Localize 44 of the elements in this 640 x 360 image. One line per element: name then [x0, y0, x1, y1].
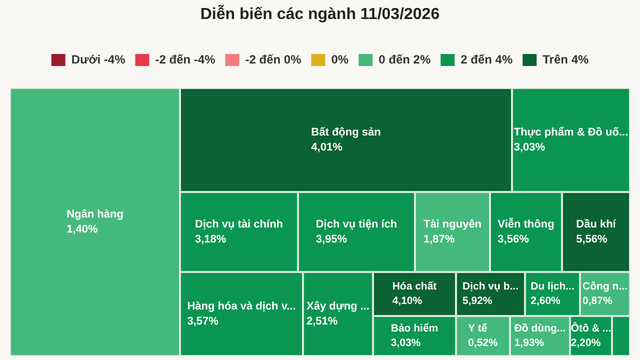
data-label: 0,87%	[582, 295, 613, 308]
category-label: Dịch vụ tài chính	[194, 218, 284, 231]
category-label: Bất động sản	[311, 126, 382, 139]
data-label: 1,87%	[423, 234, 455, 246]
category-label: Dầu khí	[576, 218, 617, 231]
category-label: Dịch vụ tiện ích	[316, 218, 398, 231]
legend-label: 2 đến 4%	[460, 52, 513, 66]
data-label: 2,51%	[306, 316, 338, 328]
data-label: 3,57%	[187, 316, 219, 328]
data-label: 5,56%	[576, 234, 608, 246]
data-label: 3,18%	[194, 234, 226, 246]
category-label: Thực phẩm & Đồ uố...	[514, 126, 628, 139]
data-label: 3,56%	[498, 234, 530, 246]
category-label: Công n...	[582, 280, 628, 293]
category-label: Viễn thông	[498, 218, 554, 231]
legend-label: -2 đến -4%	[155, 52, 216, 66]
category-label: Dịch vụ b...	[462, 280, 519, 293]
category-label: Bảo hiểm	[390, 322, 438, 335]
data-label: 3,03%	[390, 337, 422, 350]
data-label: 4,01%	[311, 142, 343, 154]
legend-label: Trên 4%	[542, 52, 589, 66]
data-label: 2,20%	[570, 337, 602, 350]
legend-label: 0%	[331, 52, 349, 66]
text: Diễn biến các ngành 11/03/2026	[199, 6, 441, 24]
category-label: Ngân hàng	[66, 208, 124, 221]
category-label: Tài nguyên	[423, 218, 482, 231]
category-label: Ôtô & ...	[570, 322, 612, 335]
data-label: 4,10%	[392, 295, 423, 308]
legend-label: 0 đến 2%	[378, 52, 431, 66]
legend-label: Dưới -4%	[71, 52, 126, 66]
data-label: 1,40%	[66, 224, 98, 236]
category-label: Hóa chất	[392, 280, 438, 293]
category-label: Du lịch...	[530, 280, 574, 293]
data-label: 0,52%	[468, 337, 499, 350]
category-label: Y tế	[468, 322, 488, 335]
data-label: 1,93%	[514, 337, 545, 350]
data-label: 3,03%	[514, 142, 546, 154]
category-label: Hàng hóa và dịch v...	[187, 300, 296, 313]
category-label: Đồ dùng...	[514, 322, 566, 335]
data-label: 2,60%	[530, 295, 562, 308]
data-label: 5,92%	[462, 295, 493, 308]
data-label: 3,95%	[316, 234, 348, 246]
category-label: Xây dựng ...	[306, 300, 370, 313]
legend-label: -2 đến 0%	[245, 52, 302, 66]
